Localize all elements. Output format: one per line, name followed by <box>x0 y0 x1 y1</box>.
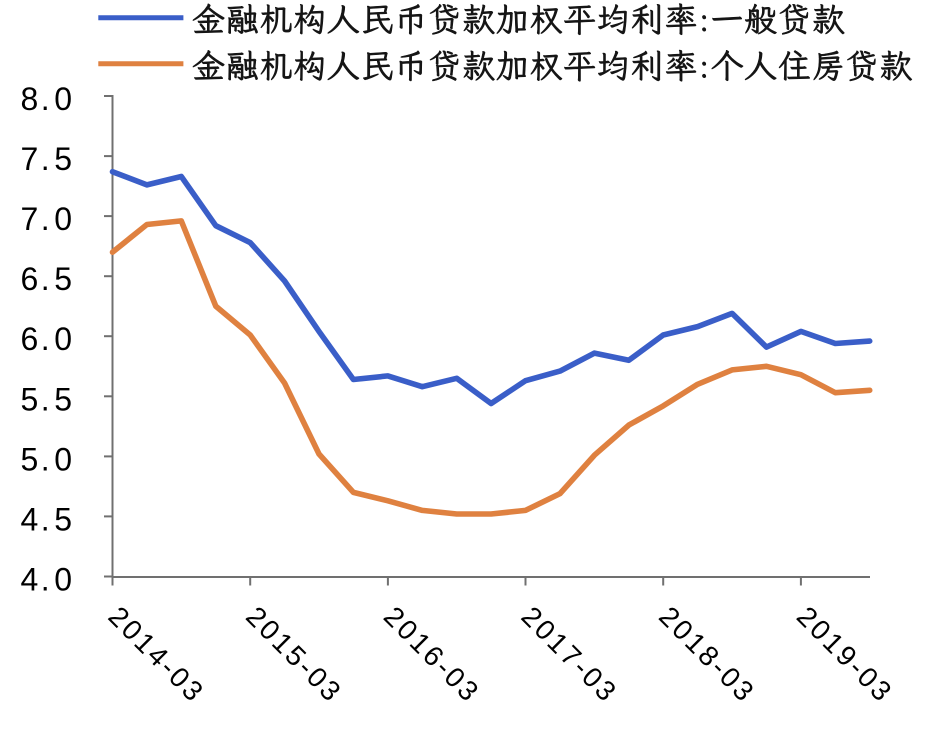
svg-text:4.5: 4.5 <box>21 501 75 537</box>
svg-text:7.5: 7.5 <box>21 141 75 177</box>
svg-text:2017-03: 2017-03 <box>515 600 623 708</box>
svg-text:7.0: 7.0 <box>21 201 75 237</box>
svg-text:2016-03: 2016-03 <box>378 600 486 708</box>
svg-text:2015-03: 2015-03 <box>240 600 348 708</box>
svg-text:5.5: 5.5 <box>21 381 75 417</box>
svg-text:2019-03: 2019-03 <box>791 600 899 708</box>
svg-text:8.0: 8.0 <box>21 81 75 117</box>
svg-text:2014-03: 2014-03 <box>102 600 210 708</box>
svg-text:2018-03: 2018-03 <box>653 600 761 708</box>
svg-text:6.5: 6.5 <box>21 261 75 297</box>
svg-text:4.0: 4.0 <box>21 562 75 598</box>
svg-text:6.0: 6.0 <box>21 321 75 357</box>
svg-text:5.0: 5.0 <box>21 441 75 477</box>
